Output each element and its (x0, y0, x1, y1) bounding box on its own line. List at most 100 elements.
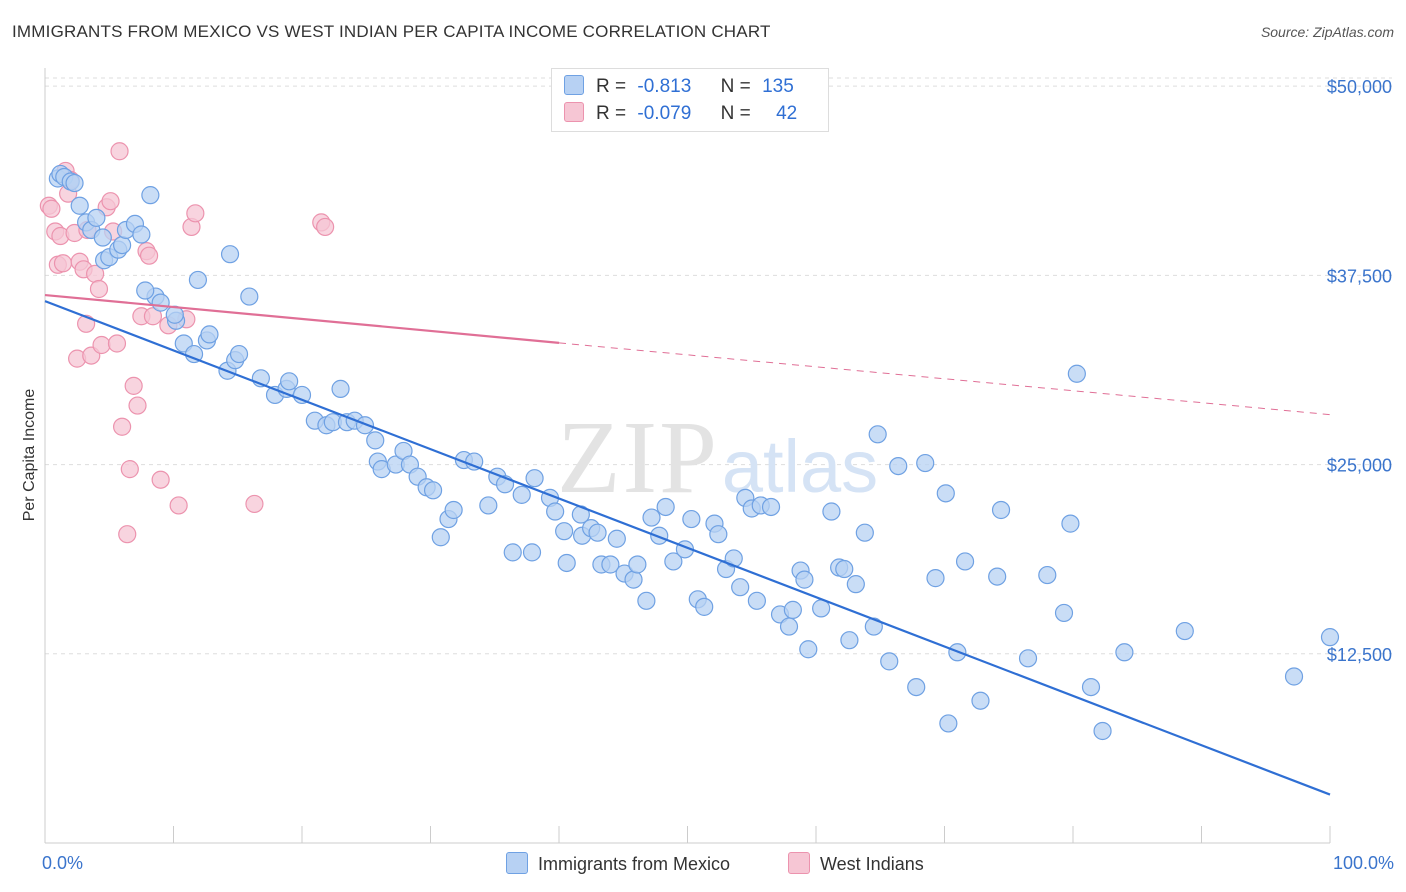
mexico-point (709, 525, 728, 544)
mexico-point (200, 325, 219, 344)
mexico-point (601, 555, 620, 574)
west-indians-points (39, 142, 335, 544)
y-tick-label: $25,000 (1327, 456, 1392, 476)
pink-swatch-icon (564, 102, 584, 122)
y-tick-label: $37,500 (1327, 266, 1392, 286)
mexico-point (65, 173, 84, 193)
mexico-point (880, 652, 899, 671)
mexico-point (220, 245, 240, 264)
mexico-point (991, 500, 1011, 520)
mexico-point (1054, 603, 1074, 623)
trend-lines (44, 293, 1331, 796)
mexico-point (141, 186, 160, 205)
mexico-point (1038, 565, 1057, 585)
mexico-point (846, 575, 865, 594)
mexico-point (1067, 364, 1086, 383)
watermark-zip: ZIP (557, 400, 719, 515)
mexico-point (664, 552, 683, 571)
r-value: -0.813 (637, 76, 692, 97)
mexico-point (855, 523, 874, 542)
r-label: R = (596, 76, 627, 97)
mexico-point (864, 617, 883, 636)
west-indians-point (101, 192, 120, 211)
west-indians-point (151, 470, 170, 489)
mexico-point (588, 523, 607, 542)
tick-labels: $12,500 $25,000 $37,500 $50,000 0.0% 100.0% (42, 77, 1394, 873)
mexico-point (132, 225, 151, 244)
west-indians-point (143, 307, 163, 326)
mexico-point (444, 500, 463, 520)
mexico-point (1093, 721, 1112, 741)
mexico-point (889, 456, 908, 476)
west-indians-point (118, 525, 137, 544)
n-value: 42 (776, 103, 798, 124)
west-indians-point (89, 279, 109, 299)
mexico-point (695, 597, 714, 616)
mexico-point (229, 344, 249, 364)
axes (44, 68, 1331, 844)
mexico-point (240, 287, 259, 306)
mexico-point (747, 591, 766, 610)
west-indians-point (92, 335, 111, 355)
west-indians-point (120, 460, 139, 479)
mexico-point (112, 235, 132, 255)
mexico-point (1081, 677, 1101, 697)
legend-label: Immigrants from Mexico (538, 854, 731, 874)
mexico-point (136, 281, 155, 300)
chart-title: IMMIGRANTS FROM MEXICO VS WEST INDIAN PE… (12, 22, 771, 41)
mexico-point (779, 617, 799, 636)
west-indians-point (169, 496, 188, 515)
mexico-point (936, 484, 955, 503)
mexico-point (1018, 649, 1038, 668)
mexico-point (907, 677, 926, 697)
west-indians-point (107, 334, 127, 353)
mexico-point (188, 270, 208, 290)
mexico-point (955, 552, 975, 571)
mexico-point (525, 469, 544, 488)
mexico-point (840, 631, 859, 650)
mexico-point (87, 208, 106, 227)
west-indians-point (316, 217, 335, 237)
stats-box: R = -0.813 N = 135 R = -0.079 N = 42 (551, 68, 829, 132)
pink-swatch-icon (788, 852, 810, 874)
mexico-point (557, 553, 576, 573)
stats-row-mexico: R = -0.813 N = 135 (564, 75, 794, 99)
mexico-point (783, 600, 802, 619)
n-value: 135 (762, 76, 794, 97)
west-indians-point (112, 417, 132, 436)
mexico-points (48, 164, 1340, 741)
y-axis-label: Per Capita Income (21, 388, 38, 522)
west-indians-point (124, 376, 143, 395)
mexico-point (479, 496, 498, 515)
mexico-point (682, 509, 701, 529)
mexico-point (280, 372, 299, 391)
mexico-point (1320, 628, 1340, 647)
west-indians-trend-line (44, 293, 560, 344)
west-indians-point (110, 142, 129, 161)
legend-item-west-indians[interactable]: West Indians (788, 852, 924, 875)
mexico-point (366, 431, 385, 450)
mexico-point (512, 485, 531, 504)
mexico-point (546, 502, 565, 521)
n-label: N = (720, 76, 751, 97)
legend-item-mexico[interactable]: Immigrants from Mexico (506, 852, 730, 875)
mexico-point (1115, 643, 1134, 662)
mexico-point (971, 691, 990, 710)
west-indians-point (186, 204, 205, 223)
mexico-point (331, 379, 350, 398)
mexico-point (939, 714, 958, 733)
legend-label: West Indians (820, 854, 924, 874)
mexico-point (822, 502, 841, 521)
mexico-point (1175, 621, 1194, 641)
x-tick-label: 0.0% (42, 853, 83, 873)
mexico-point (151, 293, 170, 312)
legend: Immigrants from Mexico West Indians (0, 852, 1406, 876)
mexico-point (503, 543, 522, 562)
mexico-point (650, 526, 669, 545)
mexico-point (1284, 667, 1304, 686)
mexico-point (355, 416, 375, 435)
mexico-point (731, 578, 750, 597)
stats-row-west-indians: R = -0.079 N = 42 (564, 102, 797, 126)
west-indians-point (42, 199, 61, 218)
mexico-point (93, 228, 112, 247)
